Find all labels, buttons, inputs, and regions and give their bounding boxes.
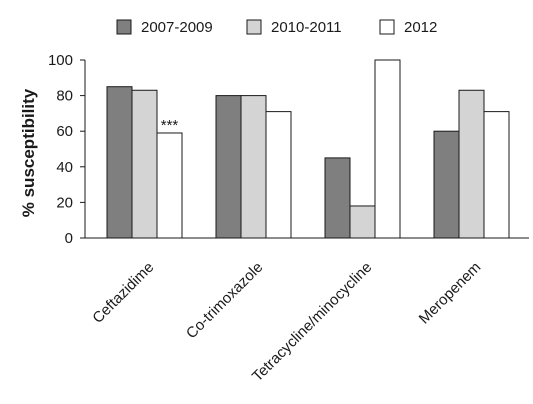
annotations: ***: [161, 117, 179, 134]
bar-tetracycline-minocycline-2010-2011: [349, 205, 376, 239]
bar-ceftazidime-2010-2011: [131, 89, 158, 239]
legend-label: 2012: [404, 19, 437, 36]
bars: [106, 59, 510, 239]
y-tick-label: 80: [56, 88, 73, 105]
bar-meropenem-2012: [483, 111, 510, 239]
x-tick-label: Tetracycline/minocycline: [249, 259, 375, 385]
bar-ceftazidime-2007-2009: [106, 86, 133, 239]
x-tick-label: Meropenem: [416, 259, 485, 328]
bar-co-trimoxazole-2010-2011: [240, 95, 267, 239]
legend-label: 2007-2009: [141, 19, 213, 36]
bar-tetracycline-minocycline-2007-2009: [324, 157, 351, 239]
legend-swatch: [116, 19, 132, 35]
y-axis-label: % susceptibility: [19, 88, 38, 217]
legend-swatch: [379, 19, 395, 35]
y-tick-label: 20: [56, 194, 73, 211]
y-tick-label: 100: [48, 52, 73, 69]
y-axis: 0 20 40 60 80 100: [48, 52, 86, 247]
bar-co-trimoxazole-2012: [265, 111, 292, 239]
y-tick-label: 60: [56, 123, 73, 140]
bar-tetracycline-minocycline-2012: [374, 59, 401, 239]
legend: 2007-2009 2010-2011 2012: [116, 19, 437, 36]
x-tick-label: Ceftazidime: [89, 259, 157, 327]
bar-meropenem-2010-2011: [458, 89, 485, 239]
legend-swatch: [246, 19, 262, 35]
y-tick-label: 0: [65, 230, 73, 247]
bar-co-trimoxazole-2007-2009: [215, 95, 242, 239]
significance-annotation: ***: [161, 117, 179, 134]
y-tick-label: 40: [56, 159, 73, 176]
x-axis: Ceftazidime Co-trimoxazoleTetracycline/mi…: [85, 237, 529, 385]
bar-meropenem-2007-2009: [433, 130, 460, 239]
legend-label: 2010-2011: [271, 19, 342, 36]
bar-ceftazidime-2012: [156, 132, 183, 239]
x-tick-label: Co-trimoxazole: [183, 259, 266, 342]
